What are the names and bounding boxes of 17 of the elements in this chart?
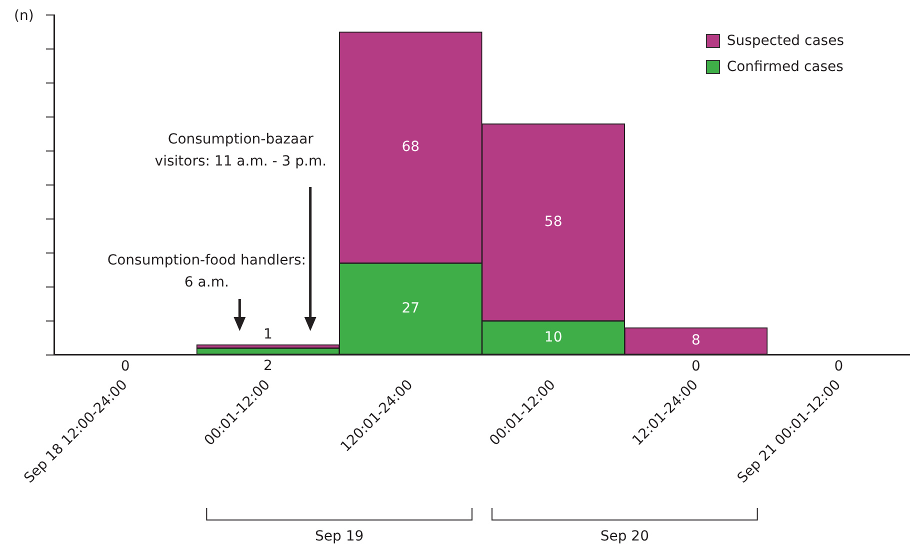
data-label: 1 bbox=[264, 326, 272, 342]
legend-label: Confirmed cases bbox=[726, 59, 844, 75]
legend-label: Suspected cases bbox=[726, 33, 844, 49]
data-label: 58 bbox=[544, 214, 562, 230]
text: Sep 20 bbox=[600, 528, 649, 545]
data-label: 0 bbox=[120, 358, 130, 375]
y-axis-title: (n) bbox=[14, 8, 34, 24]
annotation: Consumption-bazaar visitors: 11 a.m. - 3 p.m. bbox=[154, 132, 327, 170]
data-label: 27 bbox=[402, 300, 420, 316]
data-label: 8 bbox=[692, 332, 700, 349]
data-label: 10 bbox=[544, 329, 562, 346]
text: Sep 19 bbox=[315, 528, 364, 545]
data-label: 0 bbox=[834, 358, 844, 375]
data-label: 0 bbox=[692, 358, 700, 375]
annotation: Consumption-food handlers: 6 a.m. bbox=[107, 252, 306, 291]
data-label: 68 bbox=[402, 139, 420, 156]
data-label: 2 bbox=[264, 358, 272, 374]
